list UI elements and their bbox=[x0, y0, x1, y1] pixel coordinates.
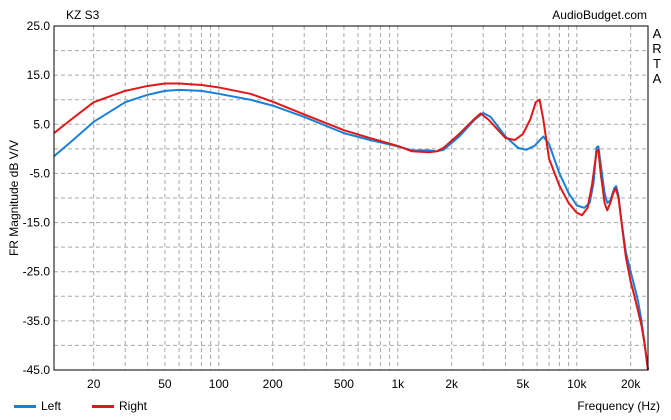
chart-title: KZ S3 bbox=[66, 8, 100, 22]
y-tick-label: 5.0 bbox=[33, 117, 50, 131]
side-label: A R T A bbox=[651, 26, 663, 86]
plot-area-frame bbox=[53, 25, 649, 371]
x-tick-label: 500 bbox=[334, 377, 354, 391]
side-label-letter: R bbox=[652, 41, 662, 56]
y-tick-label: -15.0 bbox=[23, 216, 51, 230]
side-label-letter: T bbox=[653, 56, 661, 71]
y-tick-label: -5.0 bbox=[29, 166, 50, 180]
x-tick-label: 50 bbox=[158, 377, 172, 391]
series-line-right bbox=[53, 82, 649, 371]
side-label-letter: A bbox=[652, 71, 662, 86]
x-tick-label: 2k bbox=[445, 377, 459, 391]
y-axis-label: FR Magnitude dB V/V bbox=[7, 139, 21, 257]
legend-label-left: Left bbox=[41, 399, 62, 413]
y-tick-label: 15.0 bbox=[27, 68, 51, 82]
legend-swatch-left bbox=[14, 404, 36, 408]
x-tick-label: 20k bbox=[621, 377, 641, 391]
x-tick-label: 20 bbox=[87, 377, 101, 391]
chart-source: AudioBudget.com bbox=[552, 8, 647, 22]
x-tick-label: 5k bbox=[517, 377, 531, 391]
x-tick-label: 100 bbox=[209, 377, 229, 391]
y-tick-label: -25.0 bbox=[23, 265, 51, 279]
x-tick-label: 1k bbox=[391, 377, 405, 391]
legend-item-left: Left bbox=[14, 399, 61, 413]
y-axis-label-container: FR Magnitude dB V/V bbox=[4, 28, 24, 368]
y-tick-label: 25.0 bbox=[27, 19, 51, 33]
side-label-letter: A bbox=[652, 26, 662, 41]
legend-item-right: Right bbox=[92, 399, 147, 413]
x-tick-label: 200 bbox=[263, 377, 283, 391]
y-tick-label: -35.0 bbox=[23, 314, 51, 328]
x-tick-label: 10k bbox=[567, 377, 587, 391]
legend-label-right: Right bbox=[119, 399, 148, 413]
legend-swatch-right bbox=[92, 404, 114, 408]
y-tick-label: -45.0 bbox=[23, 363, 51, 377]
x-axis-label: Frequency (Hz) bbox=[577, 399, 660, 413]
